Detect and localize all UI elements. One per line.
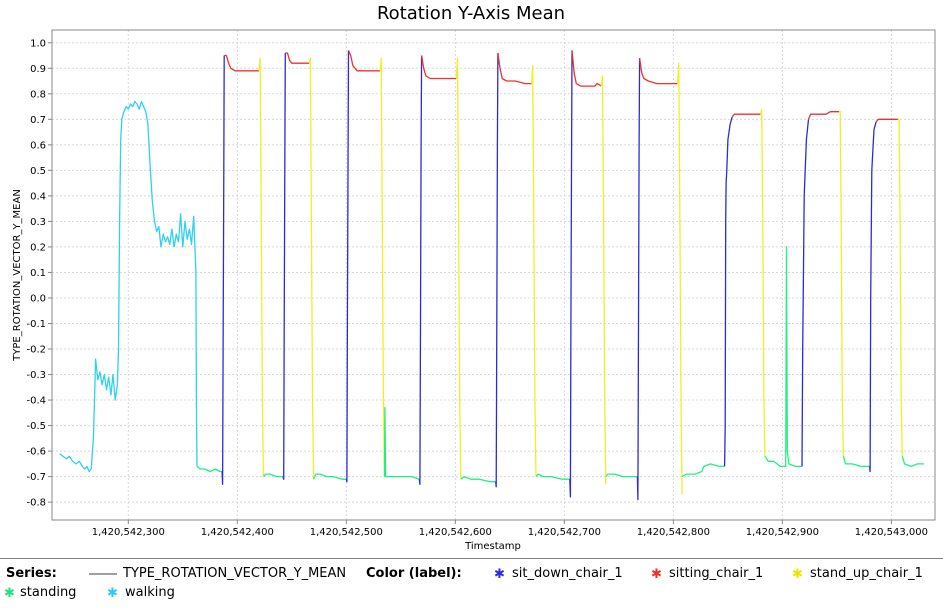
chart-title: Rotation Y-Axis Mean [377,3,565,24]
series-segment-stand-up-chair-1 [379,57,386,477]
series-segment-sit-down-chair-1 [723,116,733,467]
series-segment-sit-down-chair-1 [868,121,877,473]
series-segment-sit-down-chair-1 [636,58,641,501]
series-lines [59,50,925,501]
y-tick-label: 0.7 [30,115,46,126]
legend-sit-down-icon: ✱ [494,567,505,582]
legend-label-walking: walking [125,585,175,600]
y-tick-label: 0.8 [30,89,46,100]
legend: Series: TYPE_ROTATION_VECTOR_Y_MEAN Colo… [0,558,943,608]
series-segment-standing [460,475,496,483]
series-segment-sitting-chair-1 [224,54,260,72]
series-segment-sitting-chair-1 [571,50,602,87]
x-tick-label: 1,420,542,400 [201,527,274,538]
y-tick-label: -0.1 [26,319,46,330]
series-segment-standing [313,473,347,480]
series-segment-stand-up-chair-1 [455,57,462,480]
y-tick-label: -0.7 [26,472,46,483]
y-tick-label: 0.6 [30,140,46,151]
series-segment-sitting-chair-1 [420,55,457,80]
legend-color-title: Color (label): [366,566,462,581]
series-segment-standing [263,473,284,478]
plot-area-border [51,29,936,521]
series-segment-sitting-chair-1 [807,111,840,120]
y-tick-label: 0.2 [30,242,46,253]
legend-label-sit-down-chair: sit_down_chair_1 [512,566,623,581]
y-tick-label: 1.0 [30,38,46,49]
series-segment-stand-up-chair-1 [308,57,315,480]
x-tick-label: 1,420,542,900 [746,527,819,538]
series-segment-walking [59,100,198,473]
y-tick-label: -0.8 [26,498,46,509]
chart: 1.0 0.9 0.8 0.7 0.6 0.5 0.4 0.3 0.2 0.1 0.0 -0.1 -0.… [12,3,936,552]
legend-label-sitting-chair: sitting_chair_1 [669,566,764,581]
y-tick-label: 0.1 [30,268,46,279]
series-segment-standing [605,473,638,478]
y-tick-label: -0.2 [26,345,46,356]
series-segment-standing [681,463,725,478]
series-segment-sit-down-chair-1 [801,119,810,467]
legend-walking-icon: ✱ [107,586,118,601]
series-segment-stand-up-chair-1 [839,111,845,457]
series-segment-sitting-chair-1 [285,52,310,64]
series-segment-stand-up-chair-1 [759,108,766,457]
series-segment-stand-up-chair-1 [677,62,683,495]
legend-series-line-icon [89,573,117,575]
legend-sitting-icon: ✱ [651,567,662,582]
series-segment-sit-down-chair-1 [282,52,286,480]
y-tick-label: 0.0 [30,293,46,304]
y-tick-label: -0.4 [26,396,46,407]
series-segment-standing [842,456,870,468]
y-tick-label: 0.5 [30,166,46,177]
series-segment-standing [901,456,925,468]
series-segment-sit-down-chair-1 [418,55,423,485]
y-tick-label: 0.9 [30,64,46,75]
y-tick-label: -0.6 [26,447,46,458]
series-segment-sitting-chair-1 [347,50,381,72]
series-segment-standing [535,473,570,480]
grid [52,30,935,520]
y-tick-label: -0.3 [26,370,46,381]
x-tick-label: 1,420,543,000 [855,527,928,538]
series-segment-sit-down-chair-1 [569,50,573,498]
legend-standing-icon: ✱ [4,586,15,601]
x-tick-label: 1,420,542,500 [310,527,383,538]
y-tick-label: 0.3 [30,217,46,228]
legend-label-standing: standing [20,585,77,600]
series-segment-sit-down-chair-1 [221,55,225,485]
series-segment-sit-down-chair-1 [495,52,499,488]
y-tick-label: 0.4 [30,191,46,202]
series-segment-sit-down-chair-1 [345,50,350,483]
series-segment-sitting-chair-1 [497,52,532,85]
legend-series-title: Series: [6,566,57,581]
x-axis-label: Timestamp [464,541,521,552]
series-segment-stand-up-chair-1 [600,75,607,485]
legend-label-stand-up-chair: stand_up_chair_1 [810,566,923,581]
series-segment-standing [764,246,802,468]
series-segment-stand-up-chair-1 [897,118,903,457]
x-tick-label: 1,420,542,700 [528,527,601,538]
series-segment-standing [383,407,420,480]
series-segment-sitting-chair-1 [638,58,678,85]
series-segment-sitting-chair-1 [875,118,898,123]
series-segment-standing [196,465,223,473]
x-tick-label: 1,420,542,800 [637,527,710,538]
series-segment-stand-up-chair-1 [258,57,265,477]
y-axis-label: TYPE_ROTATION_VECTOR_Y_MEAN [12,189,23,362]
legend-stand-up-icon: ✱ [792,567,803,582]
y-tick-label: -0.5 [26,421,46,432]
x-tick-label: 1,420,542,600 [419,527,492,538]
legend-series-name: TYPE_ROTATION_VECTOR_Y_MEAN [123,566,347,581]
axes: 1.0 0.9 0.8 0.7 0.6 0.5 0.4 0.3 0.2 0.1 0.0 -0.1 -0.… [26,38,927,538]
series-segment-stand-up-chair-1 [531,65,537,477]
x-tick-label: 1,420,542,300 [92,527,165,538]
series-segment-sitting-chair-1 [731,113,761,118]
